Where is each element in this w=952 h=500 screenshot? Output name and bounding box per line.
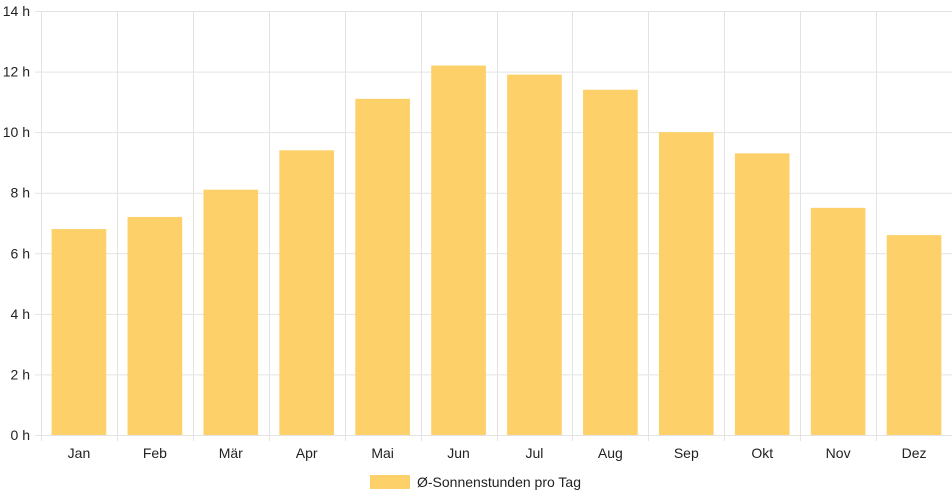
bar-Jun[interactable] [431,65,486,435]
legend-label[interactable]: Ø-Sonnenstunden pro Tag [417,474,581,490]
x-axis: Jan Feb Mär Apr Mai Jun Jul Aug Sep Okt Nov Dez [68,445,927,461]
x-tick-label: Feb [143,445,167,461]
bar-Dez[interactable] [886,235,942,435]
bar-Jul[interactable] [507,74,562,435]
bar-Mai[interactable] [355,98,410,435]
bar-series [51,65,942,436]
y-tick-label: 12 h [3,64,30,80]
x-tick-label: Okt [751,445,773,461]
y-tick-label: 0 h [11,427,30,443]
legend-swatch[interactable] [370,475,410,489]
x-tick-label: Aug [598,445,623,461]
x-tick-label: Sep [674,445,699,461]
y-tick-label: 8 h [11,185,30,201]
legend[interactable]: Ø-Sonnenstunden pro Tag [370,474,581,490]
x-tick-label: Mai [371,445,394,461]
y-tick-label: 4 h [11,306,30,322]
y-tick-label: 2 h [11,366,30,382]
bar-Mär[interactable] [203,189,259,435]
bar-Apr[interactable] [279,150,335,436]
bar-Jan[interactable] [51,229,107,435]
bar-Feb[interactable] [127,216,183,435]
x-tick-label: Jul [526,445,544,461]
y-axis: 0 h 2 h 4 h 6 h 8 h 10 h 12 h 14 h [3,3,30,443]
bar-Nov[interactable] [810,207,866,435]
bar-Okt[interactable] [734,153,790,436]
y-tick-label: 6 h [11,245,30,261]
bar-Aug[interactable] [583,89,638,435]
x-tick-label: Mär [219,445,243,461]
bar-Sep[interactable] [658,132,714,435]
x-tick-label: Dez [902,445,927,461]
y-tick-label: 14 h [3,3,30,19]
x-tick-label: Jan [68,445,91,461]
x-tick-label: Jun [447,445,470,461]
x-tick-label: Nov [826,445,851,461]
x-tick-label: Apr [296,445,318,461]
y-tick-label: 10 h [3,124,30,140]
chart-grid [35,11,952,441]
